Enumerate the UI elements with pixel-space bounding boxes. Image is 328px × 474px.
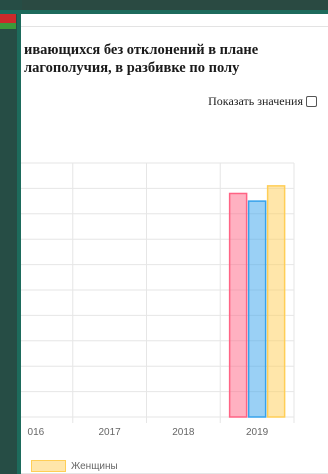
x-tick-label: 016 — [28, 427, 45, 438]
divider — [21, 26, 328, 27]
show-values-toggle[interactable]: Показать значения — [208, 94, 317, 109]
x-tick-label: 2017 — [99, 427, 122, 438]
legend-swatch-women[interactable] — [31, 460, 66, 472]
chart-title: ивающихся без отклонений в плане лагопол… — [24, 42, 259, 76]
show-values-checkbox[interactable] — [306, 96, 317, 107]
chart-panel: ивающихся без отклонений в плане лагопол… — [21, 14, 328, 474]
bar — [247, 200, 267, 418]
flag-icon-stripe — [0, 23, 16, 29]
show-values-label: Показать значения — [208, 94, 303, 108]
bar — [228, 192, 248, 418]
legend-label-women: Женщины — [71, 460, 118, 472]
x-tick-label: 2019 — [246, 427, 269, 438]
background-window — [0, 0, 22, 474]
panel-frame-left — [17, 10, 21, 474]
bar — [266, 185, 286, 418]
chart-legend: Женщины — [31, 460, 118, 472]
panel-frame-top — [0, 10, 328, 14]
bar-chart: 016 2017 2018 2019 — [21, 162, 295, 438]
flag-icon — [0, 14, 16, 23]
x-tick-label: 2018 — [172, 427, 195, 438]
